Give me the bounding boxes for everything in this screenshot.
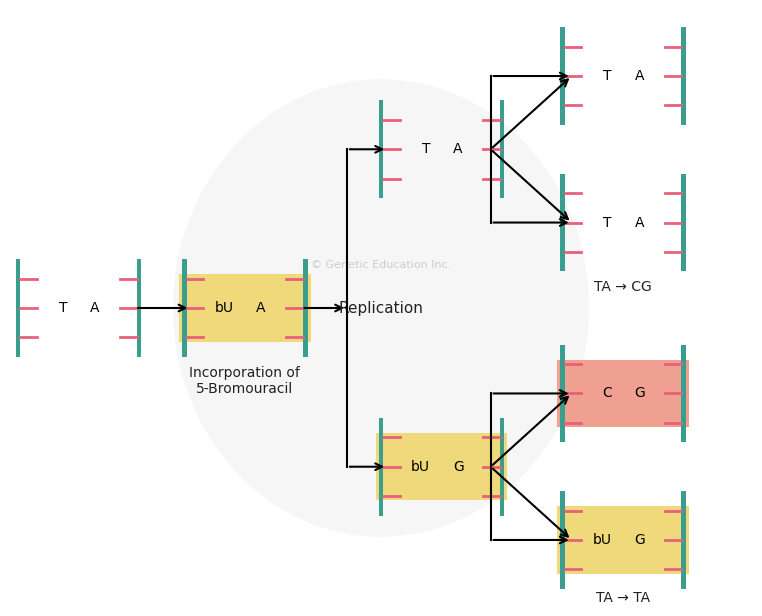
FancyBboxPatch shape [681,491,686,589]
Text: Replication: Replication [338,301,424,315]
FancyBboxPatch shape [560,27,565,125]
Text: Incorporation of
5-Bromouracil: Incorporation of 5-Bromouracil [190,366,300,396]
Text: TA → TA: TA → TA [596,591,650,605]
FancyBboxPatch shape [379,100,383,198]
FancyBboxPatch shape [557,506,689,573]
Text: A: A [635,216,644,230]
FancyBboxPatch shape [303,259,308,357]
Text: © Genetic Education Inc.: © Genetic Education Inc. [311,261,451,270]
Text: A: A [256,301,266,315]
Text: TA → CG: TA → CG [594,280,652,294]
Text: G: G [635,533,645,547]
FancyBboxPatch shape [379,418,383,516]
FancyBboxPatch shape [560,344,565,442]
Text: G: G [635,386,645,400]
Text: A: A [90,301,99,315]
FancyBboxPatch shape [681,174,686,272]
FancyBboxPatch shape [500,100,504,198]
FancyBboxPatch shape [136,259,141,357]
Text: T: T [604,69,612,83]
FancyBboxPatch shape [681,344,686,442]
FancyBboxPatch shape [179,274,311,342]
Text: bU: bU [214,301,233,315]
FancyBboxPatch shape [16,259,20,357]
Text: T: T [421,142,431,156]
Ellipse shape [173,79,589,537]
FancyBboxPatch shape [182,259,187,357]
FancyBboxPatch shape [681,27,686,125]
FancyBboxPatch shape [560,174,565,272]
Text: T: T [59,301,67,315]
FancyBboxPatch shape [557,360,689,427]
Text: A: A [635,69,644,83]
Text: A: A [453,142,463,156]
FancyBboxPatch shape [560,491,565,589]
Text: T: T [604,216,612,230]
Text: bU: bU [411,460,431,474]
FancyBboxPatch shape [376,433,507,500]
Text: G: G [453,460,463,474]
FancyBboxPatch shape [500,418,504,516]
Text: C: C [602,386,612,400]
Text: bU: bU [593,533,612,547]
